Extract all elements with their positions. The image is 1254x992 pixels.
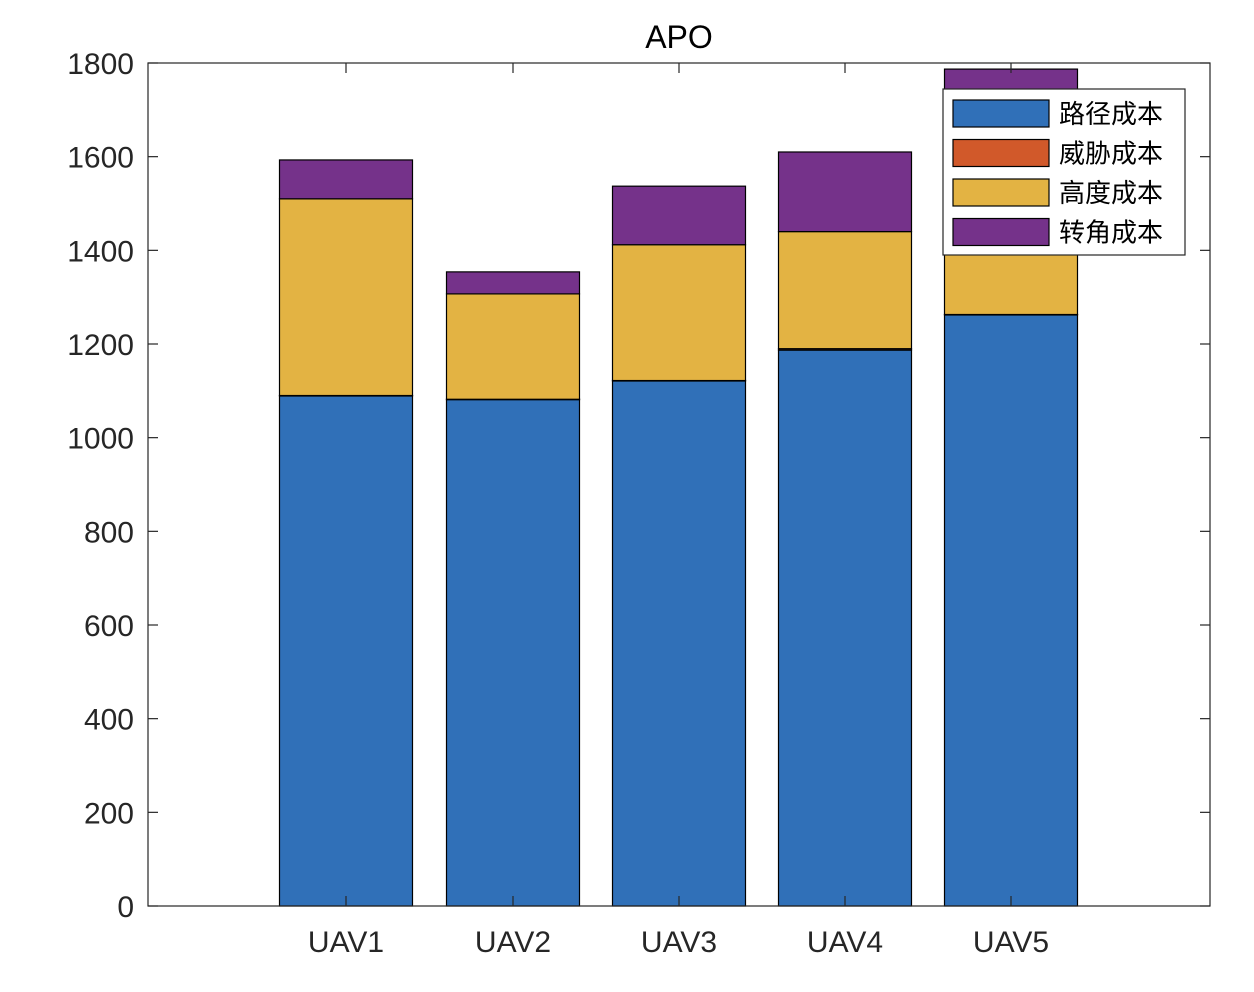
legend-swatch — [952, 217, 1050, 247]
bar-segment-uav3-series-1 — [611, 379, 747, 907]
y-tick-label: 0 — [117, 891, 134, 924]
bar-segment-uav2-series-3 — [445, 293, 581, 400]
bar-segment-uav4-series-4 — [777, 151, 913, 233]
bar-segment-uav5-series-1 — [943, 313, 1079, 907]
legend-label: 高度成本 — [1059, 179, 1163, 209]
chart-title: APO — [645, 19, 713, 55]
y-tick-label: 200 — [84, 797, 134, 830]
y-tick-label: 1200 — [67, 329, 134, 362]
legend-label: 威胁成本 — [1059, 140, 1163, 170]
x-tick-label: UAV4 — [807, 926, 883, 959]
legend-swatch — [952, 99, 1050, 128]
bars-layer — [278, 68, 1079, 907]
y-tick-label: 400 — [84, 704, 134, 737]
y-tick-label: 600 — [84, 610, 134, 643]
x-tick-label: UAV1 — [308, 926, 384, 959]
bar-segment-uav1-series-3 — [278, 198, 414, 397]
bar-segment-uav3-series-4 — [611, 185, 747, 246]
bar-segment-uav1-series-1 — [278, 394, 414, 907]
legend-label: 路径成本 — [1059, 100, 1163, 130]
legend-swatch — [952, 178, 1050, 207]
y-tick-label: 1000 — [67, 423, 134, 456]
bar-segment-uav3-series-3 — [611, 244, 747, 382]
bar-segment-uav1-series-4 — [278, 159, 414, 200]
bar-segment-uav2-series-1 — [445, 398, 581, 907]
x-tick-label: UAV5 — [973, 926, 1049, 959]
legend-swatch — [952, 138, 1050, 168]
y-tick-label: 800 — [84, 516, 134, 549]
bar-segment-uav2-series-4 — [445, 271, 581, 295]
y-tick-label: 1400 — [67, 235, 134, 268]
x-tick-label: UAV2 — [475, 926, 551, 959]
y-tick-label: 1600 — [67, 142, 134, 175]
x-tick-label: UAV3 — [641, 926, 717, 959]
bar-segment-uav4-series-3 — [777, 231, 913, 350]
y-tick-label: 1800 — [67, 48, 134, 81]
bar-segment-uav4-series-1 — [777, 349, 913, 907]
axes-layer: 0 200 400 600 800 1000 1200 1400 1600 1800 UAV1 UAV… — [67, 48, 1211, 959]
legend-label: 转角成本 — [1059, 219, 1163, 249]
